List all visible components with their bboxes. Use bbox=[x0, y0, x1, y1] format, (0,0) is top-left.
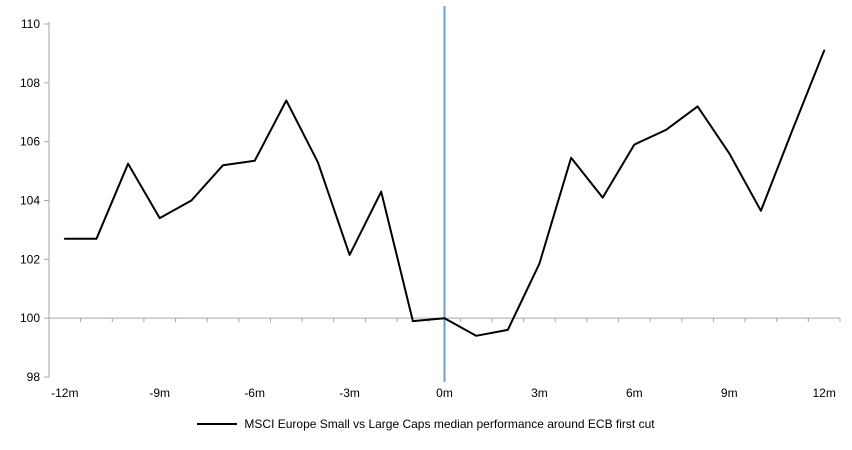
x-tick-label: 12m bbox=[813, 386, 836, 400]
x-tick-label: -3m bbox=[339, 386, 360, 400]
x-tick-label: -12m bbox=[51, 386, 78, 400]
y-tick-label: 106 bbox=[20, 135, 40, 149]
y-tick-label: 108 bbox=[20, 76, 40, 90]
series-line-msci bbox=[63, 49, 826, 337]
x-tick-label: 0m bbox=[436, 386, 453, 400]
x-tick-label: 6m bbox=[626, 386, 643, 400]
y-tick-label: 98 bbox=[27, 370, 41, 384]
x-tick-label: -6m bbox=[244, 386, 265, 400]
y-tick-label: 110 bbox=[21, 17, 40, 31]
y-tick-label: 102 bbox=[20, 252, 40, 266]
x-tick-label: -9m bbox=[149, 386, 170, 400]
y-tick-label: 100 bbox=[20, 311, 40, 325]
x-tick-label: 3m bbox=[531, 386, 548, 400]
x-tick-label: 9m bbox=[721, 386, 738, 400]
legend-label: MSCI Europe Small vs Large Caps median p… bbox=[244, 417, 655, 431]
legend-line-icon bbox=[197, 423, 238, 425]
y-tick-label: 104 bbox=[20, 194, 40, 208]
legend: MSCI Europe Small vs Large Caps median p… bbox=[0, 417, 852, 431]
